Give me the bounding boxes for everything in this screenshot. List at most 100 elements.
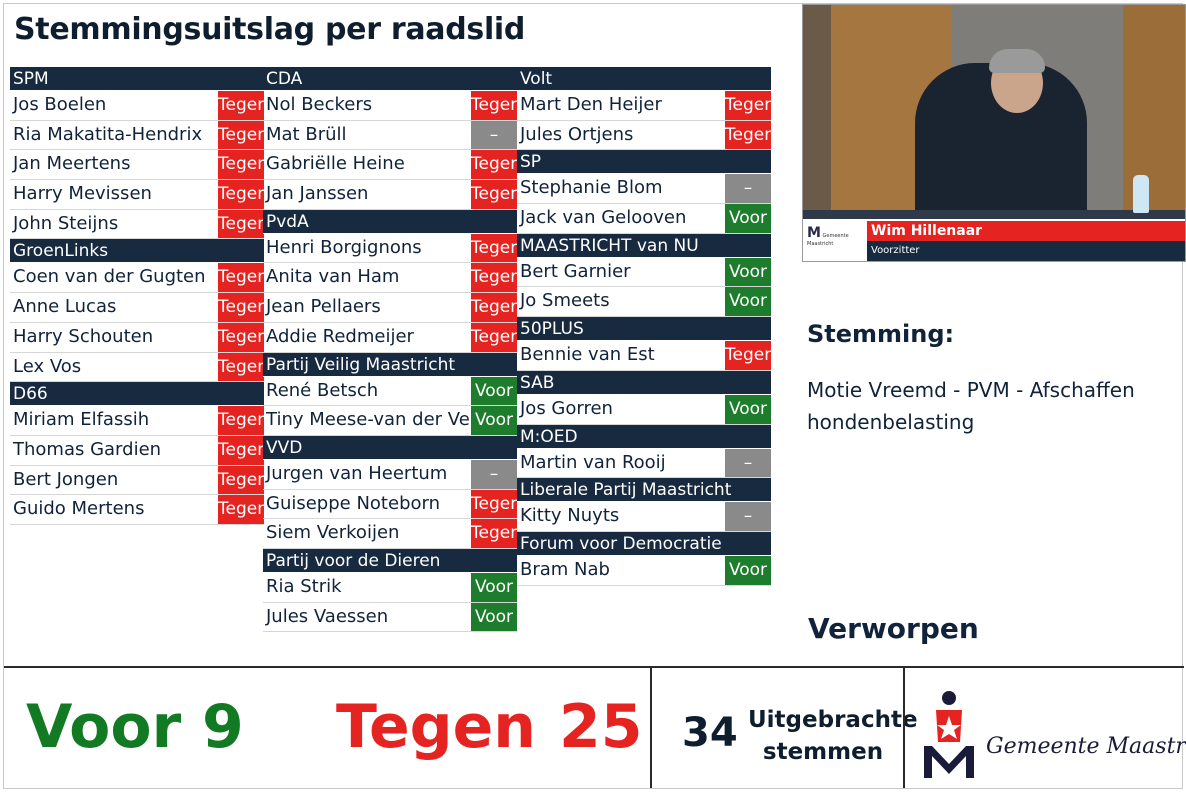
divider	[903, 668, 905, 788]
page-title: Stemmingsuitslag per raadslid	[14, 12, 526, 47]
member-row: Bert Jongen Tegen	[10, 465, 268, 496]
member-name: Jack van Gelooven	[520, 207, 687, 229]
vote-badge: Tegen	[218, 322, 268, 352]
video-feed: M Gemeente Maastricht Wim Hillenaar Voor…	[802, 4, 1186, 262]
party-header: SPM	[10, 67, 264, 91]
member-row: Tiny Meese-van der VenneVoor	[263, 406, 517, 436]
member-row: Lex Vos Tegen	[10, 352, 268, 383]
member-row: Jean Pellaers Tegen	[263, 293, 521, 323]
vote-badge: Voor	[471, 406, 517, 435]
party-header: PvdA	[263, 209, 517, 234]
member-row: Guido Mertens Tegen	[10, 495, 268, 525]
member-name: Jos Boelen	[13, 94, 107, 115]
member-row: Jules Ortjens Tegen	[517, 120, 775, 151]
vote-badge: Voor	[725, 287, 771, 317]
member-name: Bram Nab	[520, 558, 610, 580]
vote-badge: Tegen	[471, 489, 521, 519]
vote-badge: Voor	[725, 394, 771, 424]
vote-badge: Tegen	[218, 120, 268, 150]
vote-badge: Tegen	[471, 91, 521, 120]
party-header: GroenLinks	[10, 239, 264, 264]
vote-badge: Tegen	[218, 150, 268, 180]
vote-badge: Tegen	[218, 91, 268, 120]
member-row: Kitty Nuyts –	[517, 502, 771, 532]
party-header: SAB	[517, 370, 771, 395]
member-name: John Steijns	[13, 212, 119, 234]
member-name: Tiny Meese-van der Venne	[266, 409, 471, 431]
member-name: Guido Mertens	[13, 498, 145, 520]
party-header: Partij voor de Dieren	[263, 548, 517, 573]
speaker-name: Wim Hillenaar	[867, 221, 1185, 241]
vote-badge: Voor	[471, 602, 517, 632]
member-name: Harry Mevissen	[13, 183, 152, 205]
member-row: Stephanie Blom –	[517, 174, 771, 205]
vote-badge: Tegen	[471, 150, 521, 180]
member-name: René Betsch	[266, 379, 379, 401]
party-header: Partij Veilig Maastricht	[263, 352, 517, 377]
motion-title: Motie Vreemd - PVM - Afschaffen hondenbe…	[807, 378, 1135, 434]
member-row: Anne Lucas Tegen	[10, 293, 268, 323]
maastricht-logo-icon: M	[807, 225, 821, 241]
member-row: Harry Mevissen Tegen	[10, 180, 268, 210]
tegen-label: Tegen	[336, 692, 537, 762]
voor-count: 9	[202, 692, 244, 762]
member-row: Jos Boelen Tegen	[10, 91, 268, 121]
vote-column-2: CDA Nol Beckers Tegen Mat Brüll – Gabriëlle H…	[263, 67, 521, 633]
totals-bar: Voor 9 Tegen 25 34 Uitgebrachte stemmen …	[4, 666, 1186, 788]
party-header: 50PLUS	[517, 317, 771, 342]
vote-badge: Tegen	[471, 293, 521, 322]
vote-badge: Voor	[471, 376, 517, 406]
member-row: Coen van der Gugten Tegen	[10, 263, 268, 294]
member-row: Siem Verkoijen Tegen	[263, 519, 521, 549]
member-name: Bennie van Est	[520, 344, 655, 366]
party-header: Forum voor Democratie	[517, 531, 771, 556]
vote-badge: Tegen	[218, 263, 268, 293]
member-name: Siem Verkoijen	[266, 522, 400, 544]
member-name: Ria Strik	[266, 575, 342, 597]
member-name: Anne Lucas	[13, 296, 117, 318]
member-name: Thomas Gardien	[13, 438, 162, 460]
party-header: M:OED	[517, 424, 771, 449]
logo-text: Gemeente Maastricht	[986, 734, 1186, 759]
member-row: René Betsch Voor	[263, 376, 517, 407]
member-name: Jurgen van Heertum	[266, 462, 448, 484]
video-speaker-hair	[989, 49, 1045, 73]
vote-badge: Voor	[725, 555, 771, 585]
member-row: Bert Garnier Voor	[517, 257, 771, 288]
voor-label: Voor	[26, 692, 182, 762]
vote-badge: Tegen	[725, 120, 775, 150]
video-logo: M Gemeente Maastricht	[807, 225, 867, 259]
member-name: Guiseppe Noteborn	[266, 492, 440, 514]
video-lower-third: M Gemeente Maastricht Wim Hillenaar Voor…	[803, 219, 1185, 261]
member-name: Jos Gorren	[520, 397, 613, 419]
maastricht-star-logo-icon	[924, 691, 974, 778]
vote-badge: Tegen	[218, 293, 268, 322]
party-header: Liberale Partij Maastricht	[517, 478, 771, 503]
member-row: Miriam Elfassih Tegen	[10, 406, 268, 436]
member-row: Jos Gorren Voor	[517, 394, 771, 425]
vote-badge: Tegen	[218, 209, 268, 239]
vote-badge: Tegen	[725, 341, 775, 370]
member-row: Jan Meertens Tegen	[10, 150, 268, 181]
vote-badge: Voor	[725, 257, 771, 287]
party-header: Volt	[517, 67, 771, 91]
vote-badge: –	[471, 120, 517, 150]
cast-count: 34	[682, 710, 738, 756]
member-row: Henri Borgignons Tegen	[263, 233, 521, 264]
divider	[650, 668, 652, 788]
member-name: Jules Ortjens	[520, 123, 634, 145]
member-name: Anita van Ham	[266, 266, 400, 288]
vote-badge: Tegen	[218, 435, 268, 465]
screen-frame	[3, 3, 1183, 789]
vote-badge: Tegen	[725, 91, 775, 120]
member-row: Mart Den Heijer Tegen	[517, 91, 775, 121]
tegen-count: 25	[559, 692, 643, 762]
member-row: Jo Smeets Voor	[517, 287, 771, 318]
vote-badge: –	[725, 174, 771, 204]
member-name: Martin van Rooij	[520, 451, 666, 473]
member-name: Jan Janssen	[266, 183, 369, 205]
member-name: Bert Jongen	[13, 468, 119, 490]
vote-column-1: SPM Jos Boelen Tegen Ria Makatita-Hendrix Te…	[10, 67, 268, 525]
vote-badge: Tegen	[218, 180, 268, 209]
party-header: CDA	[263, 67, 517, 91]
